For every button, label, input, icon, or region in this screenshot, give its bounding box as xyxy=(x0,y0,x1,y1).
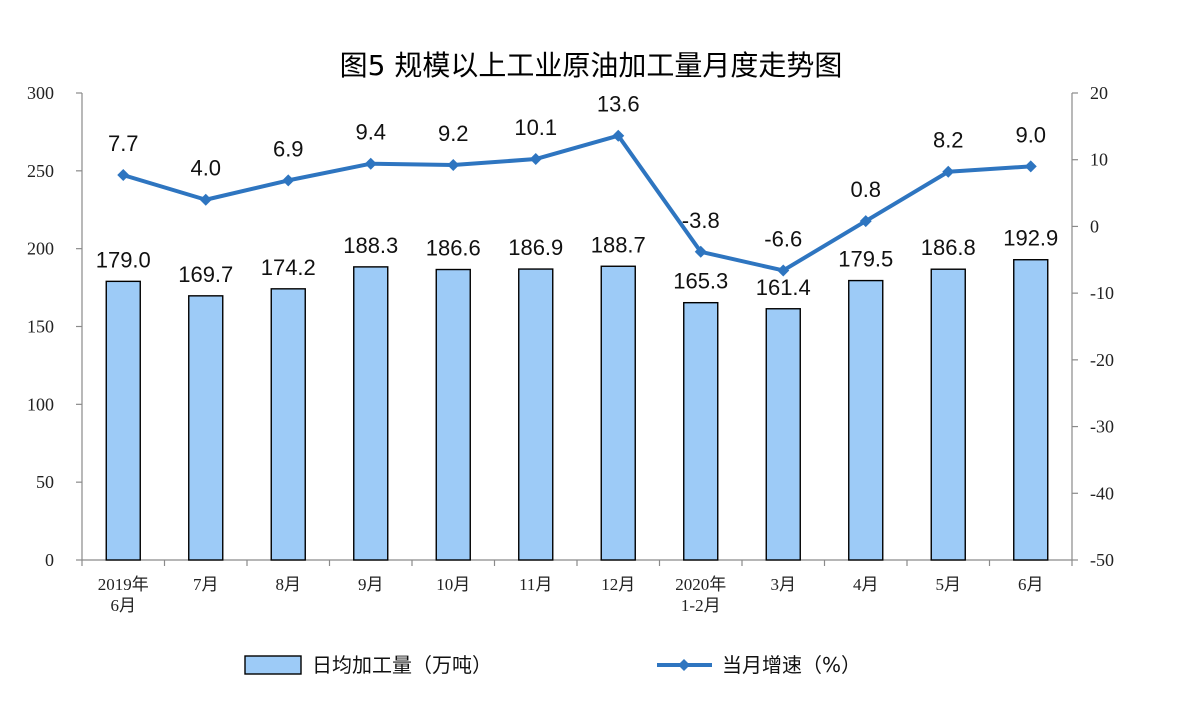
y-right-tick-label: -20 xyxy=(1090,350,1114,370)
line-path xyxy=(122,133,1031,273)
line-point xyxy=(1024,160,1037,173)
y-left-tick-label: 0 xyxy=(45,550,54,570)
bar-value-label: 186.8 xyxy=(921,235,976,260)
line-value-label: 8.2 xyxy=(933,128,964,153)
bar xyxy=(270,288,306,561)
line-point xyxy=(777,264,790,277)
chart-title: 图5 规模以上工业原油加工量月度走势图 xyxy=(340,49,843,82)
bar xyxy=(105,280,141,561)
legend-bar-label: 日均加工量（万吨） xyxy=(312,653,492,677)
line-value-label: 0.8 xyxy=(850,177,881,202)
bar-value-label: 169.7 xyxy=(178,262,233,287)
x-tick-label: 6月 xyxy=(111,596,137,615)
x-tick-label: 3月 xyxy=(771,575,797,594)
bar xyxy=(683,301,719,561)
axes: 050100150200250300-50-40-30-20-100102020… xyxy=(27,83,1114,615)
line-point xyxy=(282,174,295,187)
y-left-tick-label: 150 xyxy=(27,317,54,337)
line-point xyxy=(942,165,955,178)
legend-line-label: 当月增速（%） xyxy=(722,653,861,677)
bar-value-label: 174.2 xyxy=(261,255,316,280)
y-right-tick-label: -10 xyxy=(1090,283,1114,303)
bar-value-label: 161.4 xyxy=(756,275,811,300)
line-point xyxy=(612,129,625,142)
bar xyxy=(518,268,554,561)
x-tick-label: 12月 xyxy=(601,575,635,594)
y-right-tick-label: -30 xyxy=(1090,417,1114,437)
bar-value-label: 192.9 xyxy=(1003,226,1058,251)
legend-bar-swatch xyxy=(244,655,302,675)
line-point xyxy=(859,215,872,228)
bar xyxy=(600,265,636,561)
x-tick-label: 8月 xyxy=(276,575,302,594)
x-tick-label: 2019年 xyxy=(98,575,149,594)
bar-value-label: 188.3 xyxy=(343,233,398,258)
bar xyxy=(1013,259,1049,561)
line-point xyxy=(199,193,212,206)
x-tick-label: 10月 xyxy=(436,575,470,594)
bar-value-label: 186.9 xyxy=(508,235,563,260)
legend-line-marker xyxy=(678,659,690,671)
line-point xyxy=(529,153,542,166)
line-series xyxy=(117,129,1037,277)
y-left-tick-label: 250 xyxy=(27,161,54,181)
y-left-tick-label: 300 xyxy=(27,83,54,103)
bar xyxy=(848,279,884,561)
bar-value-label: 186.6 xyxy=(426,236,481,261)
x-tick-label: 4月 xyxy=(853,575,879,594)
line-value-label: -6.6 xyxy=(764,226,802,251)
line-value-label: 9.4 xyxy=(355,120,386,145)
bar xyxy=(353,266,389,561)
bar xyxy=(930,268,966,561)
line-value-label: 10.1 xyxy=(514,115,557,140)
line-point xyxy=(364,157,377,170)
line-value-label: 9.2 xyxy=(438,121,469,146)
y-right-tick-label: -50 xyxy=(1090,550,1114,570)
bar-value-label: 188.7 xyxy=(591,232,646,257)
y-right-tick-label: 20 xyxy=(1090,83,1108,103)
line-point xyxy=(447,159,460,172)
y-right-tick-label: 10 xyxy=(1090,150,1108,170)
x-tick-label: 11月 xyxy=(519,575,552,594)
bar xyxy=(435,268,471,561)
line-value-label: 4.0 xyxy=(190,156,221,181)
bar-value-label: 165.3 xyxy=(673,269,728,294)
line-value-label: 13.6 xyxy=(597,92,640,117)
y-left-tick-label: 200 xyxy=(27,239,54,259)
line-value-label: 6.9 xyxy=(273,136,304,161)
x-tick-label: 2020年 xyxy=(675,575,726,594)
x-tick-label: 6月 xyxy=(1018,575,1044,594)
line-value-label: 9.0 xyxy=(1015,122,1046,147)
bar-value-label: 179.5 xyxy=(838,247,893,272)
x-tick-label: 7月 xyxy=(193,575,219,594)
bar-value-label: 179.0 xyxy=(96,247,151,272)
x-tick-label: 5月 xyxy=(936,575,962,594)
bar xyxy=(188,295,224,561)
legend: 日均加工量（万吨） 当月增速（%） xyxy=(244,653,861,677)
y-left-tick-label: 100 xyxy=(27,394,54,414)
x-tick-label: 1-2月 xyxy=(681,596,721,615)
y-right-tick-label: 0 xyxy=(1090,216,1099,236)
line-value-label: -3.8 xyxy=(682,208,720,233)
bar-series xyxy=(105,259,1049,561)
y-left-tick-label: 50 xyxy=(36,472,54,492)
line-value-label: 7.7 xyxy=(108,131,139,156)
line-point xyxy=(117,169,130,182)
x-tick-label: 9月 xyxy=(358,575,384,594)
line-point xyxy=(694,245,707,258)
bar xyxy=(765,308,801,561)
data-labels: 179.0 169.7 174.2 188.3 186.6 186.9 188.7 165.3… xyxy=(96,92,1059,300)
y-right-tick-label: -40 xyxy=(1090,483,1114,503)
